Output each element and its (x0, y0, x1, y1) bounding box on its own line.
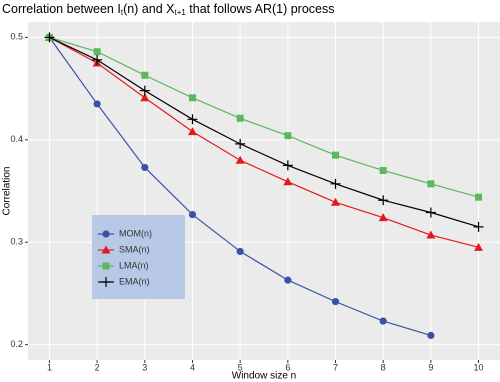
x-tick-label: 7 (333, 362, 338, 372)
legend-marker (101, 277, 111, 287)
legend-marker (102, 262, 110, 270)
legend-marker (101, 245, 111, 254)
point (426, 230, 436, 239)
title-part: Correlation between I (2, 2, 121, 16)
point (93, 100, 101, 108)
point (236, 247, 244, 256)
x-tick-label: 5 (238, 362, 243, 372)
x-tick-label: 3 (142, 362, 147, 372)
panel (28, 22, 500, 360)
point (141, 71, 149, 79)
legend-label: SMA(n) (119, 244, 150, 254)
legend-label: EMA(n) (119, 276, 150, 286)
point (379, 317, 387, 325)
point (332, 151, 340, 159)
point (330, 178, 341, 189)
point (331, 298, 340, 306)
point (473, 221, 484, 232)
legend-box (92, 215, 185, 299)
point (235, 155, 245, 164)
point (378, 213, 388, 222)
point (141, 163, 149, 172)
point (187, 114, 198, 125)
point (427, 331, 435, 340)
y-tick-label: 0.4 (10, 134, 23, 144)
point (188, 210, 197, 219)
point (236, 114, 244, 122)
point (93, 48, 101, 56)
point (378, 195, 389, 206)
series-line (49, 36, 479, 228)
point (284, 132, 292, 140)
x-tick-label: 8 (381, 362, 386, 372)
point (427, 180, 435, 188)
point (235, 138, 246, 149)
y-tick-label: 0.3 (10, 237, 23, 247)
point (284, 276, 292, 284)
point (425, 207, 436, 218)
title-subscript: t (121, 8, 124, 17)
legend-marker (102, 230, 110, 238)
point (474, 242, 484, 251)
point (44, 32, 55, 43)
point (92, 54, 103, 65)
legend-label: LMA(n) (119, 260, 149, 270)
point (331, 197, 341, 206)
chart-title: Correlation between It(n) and Xt+1 that … (2, 2, 335, 17)
y-axis-label: Correlation (2, 167, 13, 216)
title-part: that follows AR(1) process (186, 2, 335, 16)
point (283, 177, 293, 186)
x-tick-label: 4 (190, 362, 195, 372)
point (379, 167, 387, 175)
x-tick-label: 6 (285, 362, 290, 372)
point (187, 127, 197, 136)
y-tick-label: 0.5 (10, 32, 23, 42)
legend-label: MOM(n) (119, 228, 152, 238)
point (475, 193, 483, 201)
series-line (49, 36, 479, 198)
x-tick-label: 2 (95, 362, 100, 372)
point (139, 85, 150, 96)
x-tick-label: 10 (474, 362, 484, 372)
x-axis-label: Window size n (232, 371, 296, 382)
y-tick-label: 0.2 (10, 339, 23, 349)
x-tick-label: 9 (428, 362, 433, 372)
title-part: (n) and X (123, 2, 175, 16)
point (282, 160, 293, 171)
point (140, 93, 150, 102)
series-line (49, 36, 479, 248)
title-subscript: t+1 (174, 8, 186, 17)
x-tick-label: 1 (47, 362, 52, 372)
point (188, 94, 196, 102)
